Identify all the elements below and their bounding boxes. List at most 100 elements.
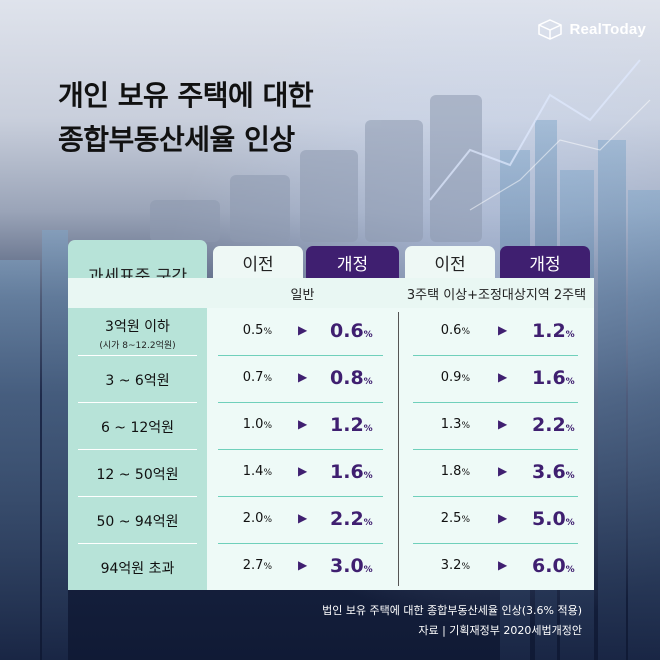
rate-before: 0.5% (228, 323, 272, 338)
arrow-right-icon: ▶ (298, 510, 308, 525)
row-divider-right (413, 543, 578, 544)
title-line-2: 종합부동산세율 인상 (58, 123, 295, 156)
tax-rate-table: 과세표준 구간 이전 개정 이전 개정 일반 3주택 이상+조정대상지역 2주택… (68, 240, 594, 590)
rate-after: 3.6% (532, 461, 575, 483)
rate-before: 1.0% (228, 417, 272, 432)
row-label-text: 94억원 초과 (100, 560, 175, 577)
arrow-right-icon: ▶ (498, 557, 508, 572)
row-divider-right (218, 496, 383, 497)
group-divider (398, 312, 399, 586)
tab-after-general: 개정 (306, 246, 399, 278)
rate-after-value: 1.6 (532, 366, 566, 389)
percent-unit: % (461, 561, 470, 572)
rate-after-value: 3.0 (330, 554, 364, 577)
arrow-right-icon: ▶ (498, 369, 508, 384)
percent-unit: % (263, 467, 272, 478)
row-divider-right (413, 355, 578, 356)
title-line-1: 개인 보유 주택에 대한 (58, 79, 314, 112)
brand-name: RealToday (569, 20, 646, 38)
rate-after: 6.0% (532, 555, 575, 577)
percent-unit: % (363, 329, 373, 340)
footnote-source: 자료 | 기획재정부 2020세법개정안 (418, 624, 582, 637)
rate-before-value: 0.5 (242, 322, 264, 338)
rate-after: 1.2% (532, 320, 575, 342)
tab-after-multi: 개정 (500, 246, 590, 278)
arrow-right-icon: ▶ (298, 322, 308, 337)
rate-after: 0.8% (330, 367, 373, 389)
percent-unit: % (363, 470, 373, 481)
rate-after-value: 5.0 (532, 507, 566, 530)
row-divider-right (218, 355, 383, 356)
percent-unit: % (565, 423, 575, 434)
row-label-subtext: (시가 8~12.2억원) (99, 340, 176, 351)
arrow-right-icon: ▶ (298, 463, 308, 478)
rate-before: 2.5% (426, 511, 470, 526)
rate-before-value: 1.8 (440, 463, 462, 479)
percent-unit: % (363, 564, 373, 575)
percent-unit: % (263, 561, 272, 572)
rate-after: 2.2% (330, 508, 373, 530)
rate-before: 2.7% (228, 558, 272, 573)
row-divider-left (78, 355, 197, 356)
row-label: 6 ~ 12억원 (68, 417, 207, 437)
row-label-text: 12 ~ 50억원 (96, 466, 179, 483)
row-divider-right (413, 496, 578, 497)
percent-unit: % (461, 467, 470, 478)
arrow-right-icon: ▶ (298, 369, 308, 384)
rate-before-value: 2.7 (242, 557, 264, 573)
rate-after: 3.0% (330, 555, 373, 577)
row-divider-left (78, 449, 197, 450)
percent-unit: % (363, 423, 373, 434)
percent-unit: % (461, 373, 470, 384)
rate-before-value: 1.0 (242, 416, 264, 432)
rate-before-value: 2.5 (440, 510, 462, 526)
row-divider-right (218, 449, 383, 450)
rate-after: 1.2% (330, 414, 373, 436)
page-title: 개인 보유 주택에 대한 종합부동산세율 인상 (58, 74, 314, 162)
group-header-bar (68, 278, 594, 308)
percent-unit: % (461, 420, 470, 431)
rate-before: 3.2% (426, 558, 470, 573)
rate-after-value: 6.0 (532, 554, 566, 577)
footnote-corporate: 법인 보유 주택에 대한 종합부동산세율 인상(3.6% 적용) (322, 604, 582, 617)
percent-unit: % (565, 376, 575, 387)
rate-after: 1.6% (532, 367, 575, 389)
row-divider-right (218, 402, 383, 403)
row-label: 50 ~ 94억원 (68, 511, 207, 531)
percent-unit: % (263, 326, 272, 337)
rate-after: 5.0% (532, 508, 575, 530)
cube-logo-icon (538, 19, 563, 40)
rate-before: 0.6% (426, 323, 470, 338)
rate-before: 1.8% (426, 464, 470, 479)
rate-after-value: 1.2 (330, 413, 364, 436)
row-label-text: 3 ~ 6억원 (105, 372, 170, 389)
rate-before: 1.3% (426, 417, 470, 432)
rate-after-value: 2.2 (532, 413, 566, 436)
brand-logo: RealToday (537, 18, 646, 40)
percent-unit: % (461, 326, 470, 337)
rate-after-value: 0.8 (330, 366, 364, 389)
rate-before-value: 0.9 (440, 369, 462, 385)
arrow-right-icon: ▶ (498, 510, 508, 525)
rate-after-value: 3.6 (532, 460, 566, 483)
row-label-text: 6 ~ 12억원 (100, 419, 175, 436)
rate-after: 1.6% (330, 461, 373, 483)
row-label: 3억원 이하 (시가 8~12.2억원) (68, 316, 207, 351)
rate-before-value: 0.7 (242, 369, 264, 385)
percent-unit: % (565, 517, 575, 528)
rate-before: 0.7% (228, 370, 272, 385)
rate-after: 0.6% (330, 320, 373, 342)
tab-before-multi: 이전 (405, 246, 495, 278)
row-label: 12 ~ 50억원 (68, 464, 207, 484)
row-label-text: 50 ~ 94억원 (96, 513, 179, 530)
row-divider-right (413, 402, 578, 403)
rate-before-value: 3.2 (440, 557, 462, 573)
row-label-text: 3억원 이하 (105, 318, 170, 335)
row-divider-left (78, 496, 197, 497)
arrow-right-icon: ▶ (498, 322, 508, 337)
row-divider-left (78, 402, 197, 403)
percent-unit: % (363, 517, 373, 528)
rate-after-value: 1.2 (532, 319, 566, 342)
percent-unit: % (565, 329, 575, 340)
